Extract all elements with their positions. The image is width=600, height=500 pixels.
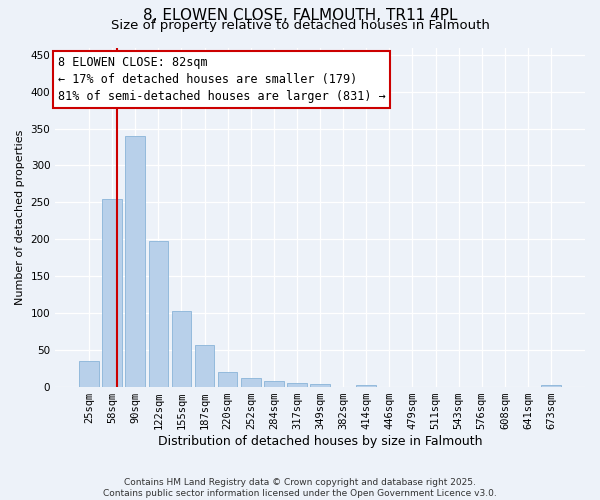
Bar xyxy=(356,385,376,386)
Text: 8, ELOWEN CLOSE, FALMOUTH, TR11 4PL: 8, ELOWEN CLOSE, FALMOUTH, TR11 4PL xyxy=(143,8,457,22)
Bar xyxy=(241,378,260,386)
Bar xyxy=(103,198,122,386)
Bar xyxy=(218,372,238,386)
Bar xyxy=(195,344,214,387)
Bar xyxy=(125,136,145,386)
Y-axis label: Number of detached properties: Number of detached properties xyxy=(15,130,25,304)
Bar xyxy=(172,310,191,386)
Text: 8 ELOWEN CLOSE: 82sqm
← 17% of detached houses are smaller (179)
81% of semi-det: 8 ELOWEN CLOSE: 82sqm ← 17% of detached … xyxy=(58,56,386,103)
Bar xyxy=(541,385,561,386)
Bar xyxy=(79,361,99,386)
Bar xyxy=(287,383,307,386)
Bar xyxy=(264,380,284,386)
Text: Contains HM Land Registry data © Crown copyright and database right 2025.
Contai: Contains HM Land Registry data © Crown c… xyxy=(103,478,497,498)
Bar xyxy=(149,242,168,386)
X-axis label: Distribution of detached houses by size in Falmouth: Distribution of detached houses by size … xyxy=(158,434,482,448)
Bar xyxy=(310,384,330,386)
Text: Size of property relative to detached houses in Falmouth: Size of property relative to detached ho… xyxy=(110,19,490,32)
